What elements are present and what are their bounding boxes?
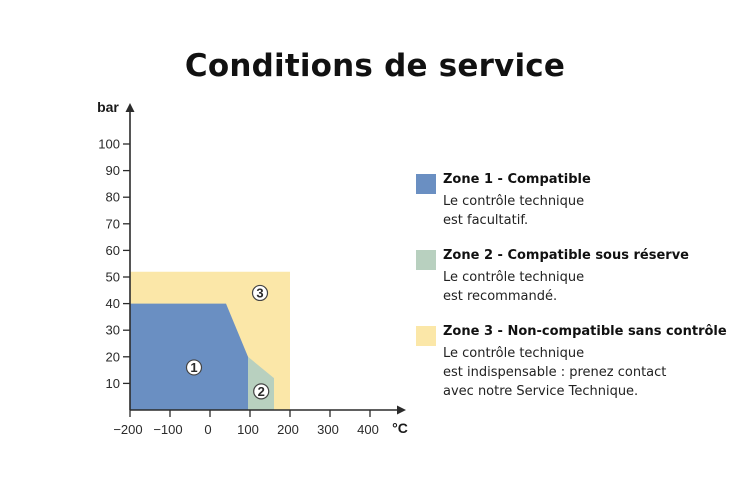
legend-line: Le contrôle technique bbox=[443, 270, 585, 285]
x-tick-label: 100 bbox=[237, 422, 259, 437]
x-tick-label: 400 bbox=[357, 422, 379, 437]
zones-layer bbox=[130, 271, 290, 410]
zone-labels-layer: 3 2 1 bbox=[185, 284, 270, 400]
x-tick-label: −200 bbox=[113, 422, 142, 437]
legend-line: est indispensable : prenez contact bbox=[443, 365, 667, 380]
y-tick-label: 10 bbox=[106, 376, 120, 391]
y-tick-label: 20 bbox=[106, 349, 120, 364]
legend-line: avec notre Service Technique. bbox=[443, 384, 639, 399]
y-tick-label: 30 bbox=[106, 323, 120, 338]
x-axis-label: °C bbox=[392, 420, 408, 436]
zone-2-marker-label: 2 bbox=[258, 384, 265, 399]
legend-swatch-zone-1 bbox=[416, 174, 436, 194]
zone-2-marker bbox=[253, 383, 270, 400]
x-tick-label: 0 bbox=[204, 422, 211, 437]
legend-swatch-zone-2 bbox=[416, 250, 436, 270]
zone-3-marker bbox=[251, 284, 269, 302]
legend-swatch-zone-3 bbox=[416, 326, 436, 346]
y-axis-arrow bbox=[125, 103, 135, 112]
legend-line: est recommandé. bbox=[443, 289, 558, 304]
y-tick-label: 80 bbox=[106, 190, 120, 205]
x-tick-label: 200 bbox=[277, 422, 299, 437]
y-tick-label: 100 bbox=[98, 137, 120, 152]
zone-1-marker bbox=[185, 359, 203, 376]
axes-layer: 10 20 30 40 50 60 70 80 90 100 −200 −100 0 100 200 300 4… bbox=[97, 99, 408, 437]
legend-line: est facultatif. bbox=[443, 213, 529, 228]
x-tick-label: 300 bbox=[317, 422, 339, 437]
legend-title-zone-3: Zone 3 - Non-compatible sans contrôle bbox=[443, 324, 727, 339]
y-tick-label: 60 bbox=[106, 243, 120, 258]
legend-desc-zone-1: Le contrôle technique est facultatif. bbox=[443, 192, 743, 230]
legend-desc-zone-3: Le contrôle technique est indispensable … bbox=[443, 344, 743, 401]
y-axis-label: bar bbox=[97, 99, 119, 115]
legend-title-zone-2: Zone 2 - Compatible sous réserve bbox=[443, 248, 689, 263]
page-title: Conditions de service bbox=[184, 48, 566, 84]
zone-3-marker-label: 3 bbox=[256, 285, 263, 300]
x-tick-label: −100 bbox=[153, 422, 182, 437]
y-tick-label: 50 bbox=[106, 270, 120, 285]
legend-line: Le contrôle technique bbox=[443, 194, 585, 209]
y-tick-label: 90 bbox=[106, 163, 120, 178]
zone-1-marker-label: 1 bbox=[190, 360, 197, 375]
y-tick-label: 70 bbox=[106, 216, 120, 231]
y-tick-label: 40 bbox=[106, 296, 120, 311]
zone-1-area bbox=[130, 303, 248, 410]
x-axis-arrow bbox=[397, 405, 406, 415]
legend-line: Le contrôle technique bbox=[443, 346, 585, 361]
legend-desc-zone-2: Le contrôle technique est recommandé. bbox=[443, 268, 743, 306]
legend-title-zone-1: Zone 1 - Compatible bbox=[443, 172, 591, 187]
